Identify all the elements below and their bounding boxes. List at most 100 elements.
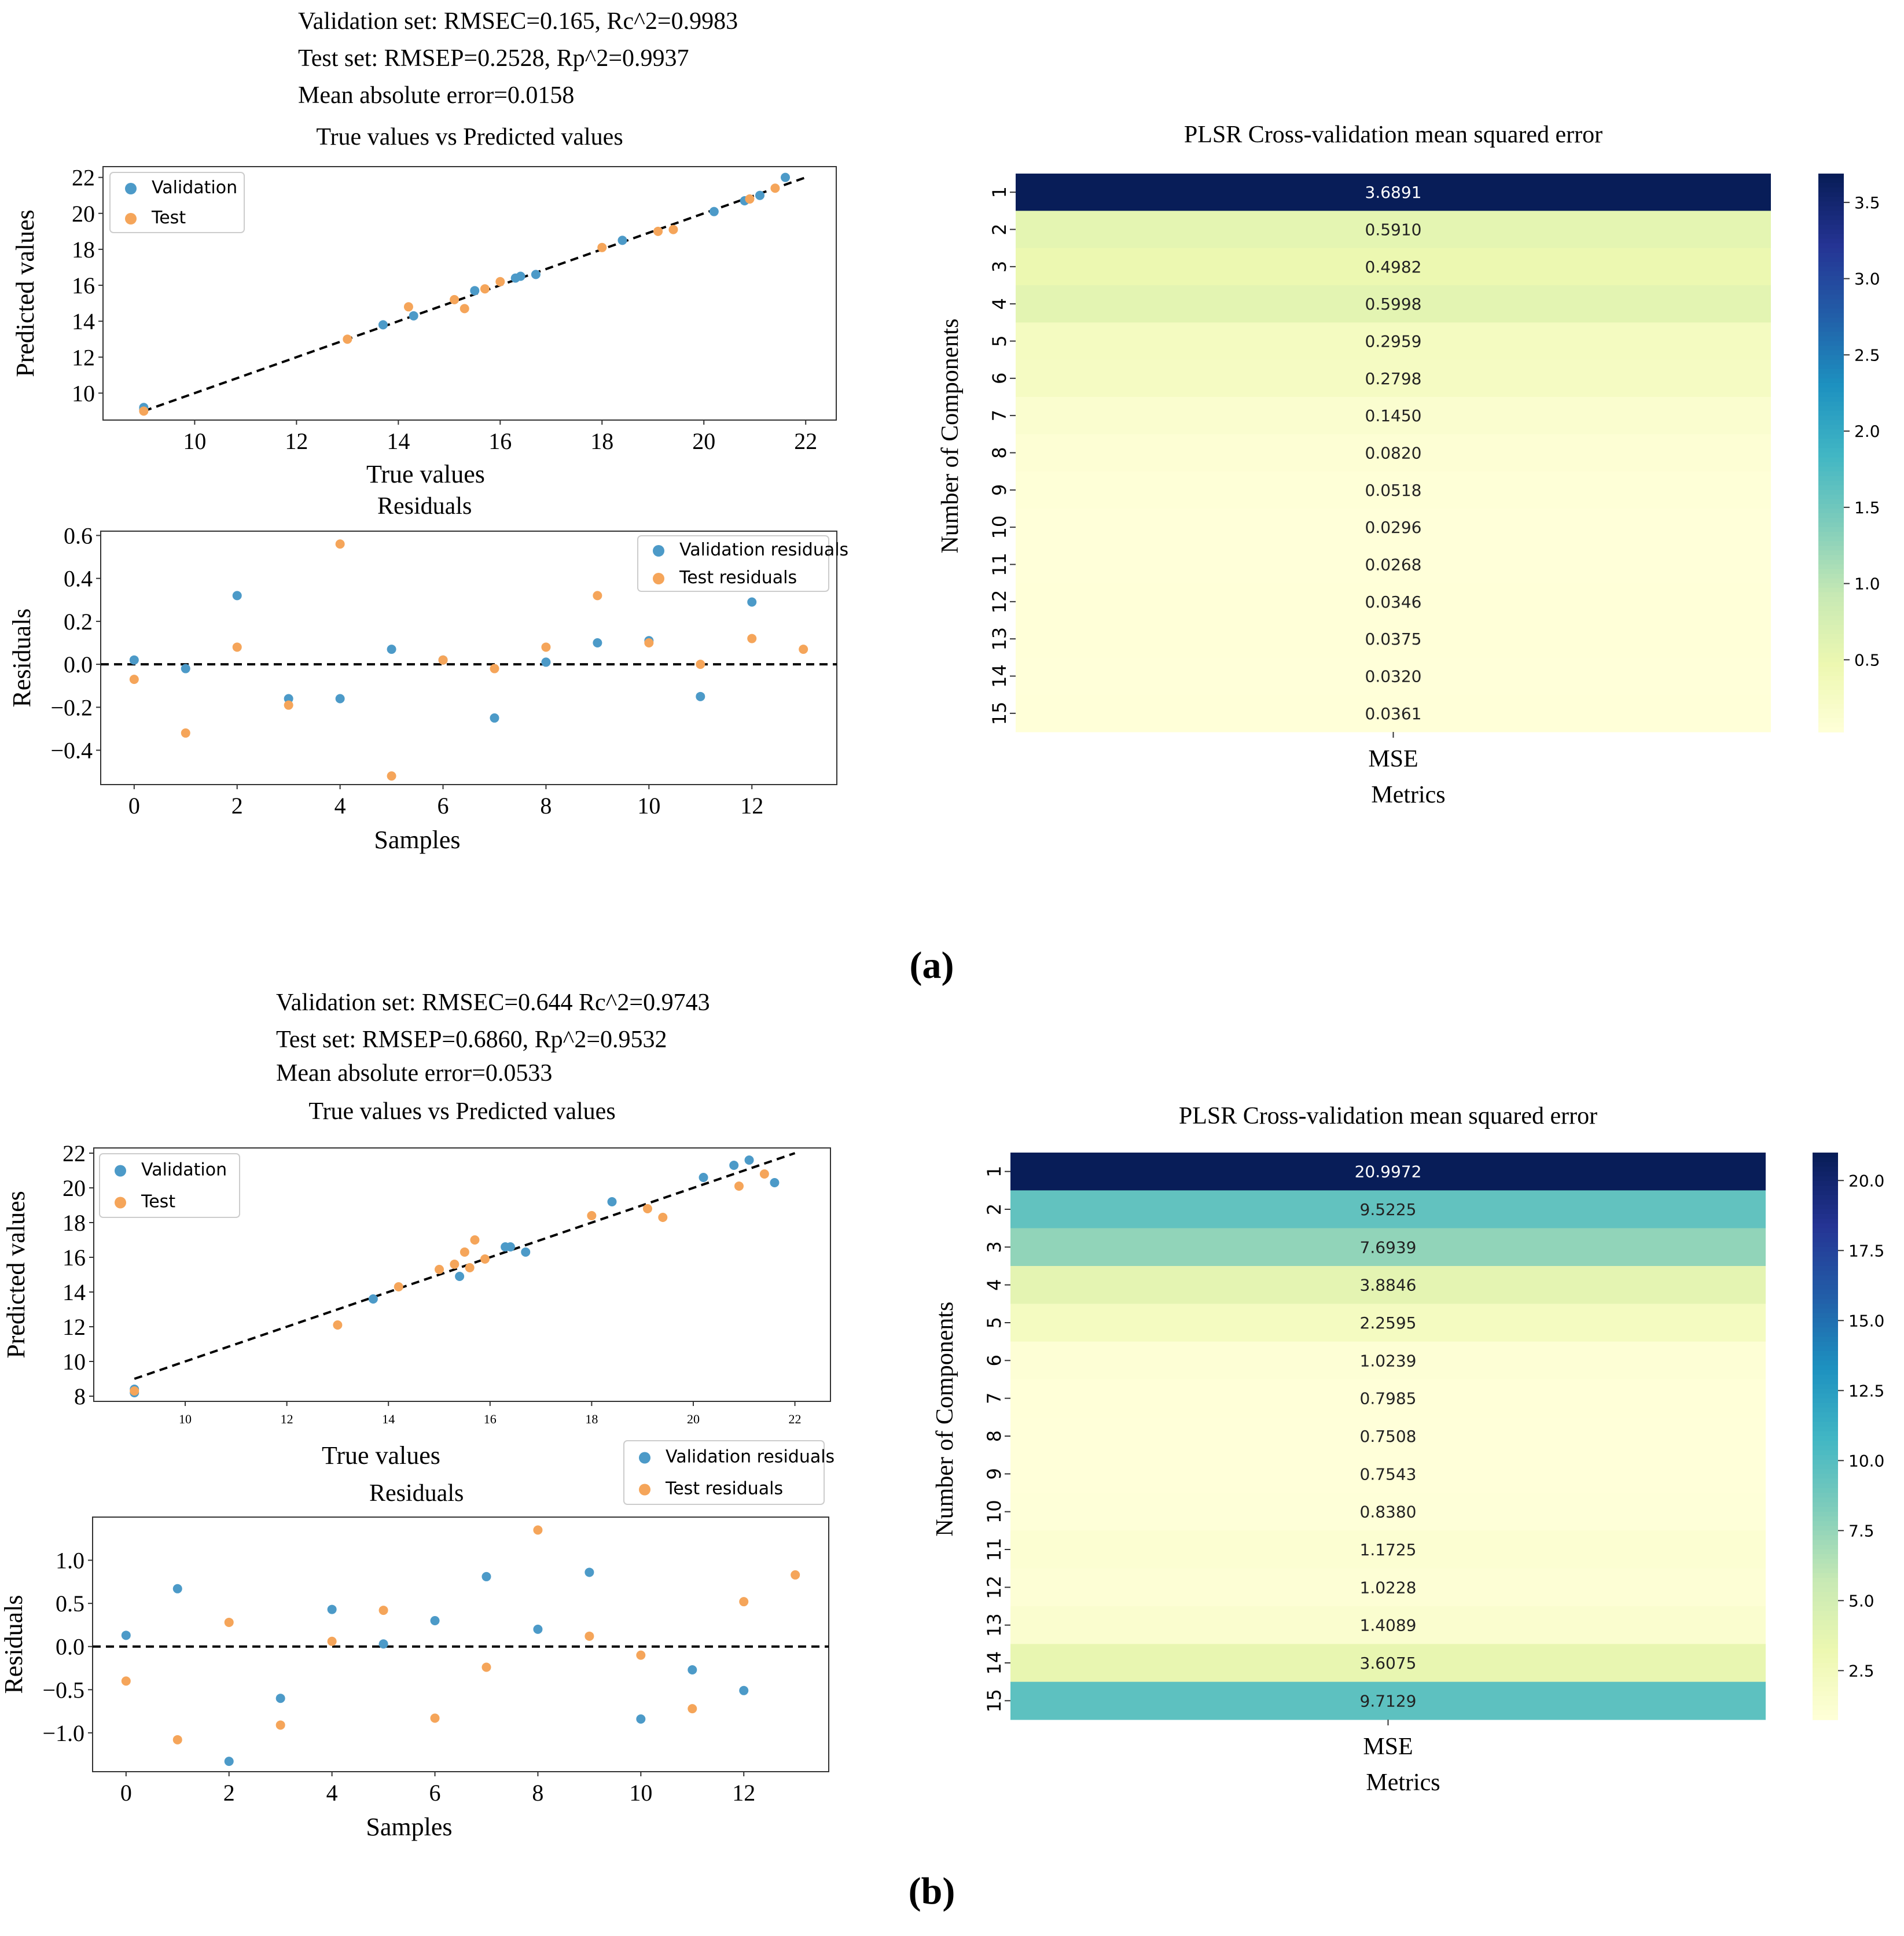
colorbar-segment <box>1813 1284 1838 1290</box>
validation-point <box>781 172 791 182</box>
heatmap-row-label: 15 <box>988 701 1010 725</box>
validation-residual-point <box>593 638 602 648</box>
residuals-xtick-label: 6 <box>438 793 449 819</box>
heatmap-cell <box>1016 546 1771 584</box>
colorbar-segment <box>1813 1658 1838 1663</box>
heatmap-row-label: 11 <box>983 1538 1005 1562</box>
test-point <box>434 1265 444 1274</box>
test-point <box>668 224 678 234</box>
colorbar-segment <box>1813 1549 1838 1555</box>
heatmap-row-label: 11 <box>988 553 1010 576</box>
colorbar-segment <box>1818 197 1844 203</box>
colorbar-segment <box>1813 1275 1838 1281</box>
colorbar-tick-label: 7.5 <box>1848 1521 1874 1540</box>
heatmap-row-label: 1 <box>988 186 1010 198</box>
heatmap-cell <box>1016 509 1771 546</box>
colorbar-segment <box>1818 271 1844 277</box>
scatter-ylabel: Predicted values <box>2 1191 30 1359</box>
colorbar-segment <box>1818 653 1844 658</box>
scatter-legend-label-test: Test <box>151 208 186 228</box>
heatmap-row-label: 5 <box>983 1317 1005 1328</box>
colorbar-segment <box>1813 1544 1838 1550</box>
colorbar-segment <box>1818 601 1844 607</box>
scatter-ytick-label: 12 <box>63 1314 86 1340</box>
colorbar-segment <box>1818 187 1844 193</box>
colorbar-tick-label: 0.5 <box>1854 650 1880 669</box>
colorbar-segment <box>1818 503 1844 509</box>
test-residual-point <box>181 728 190 738</box>
colorbar-segment <box>1813 1516 1838 1522</box>
colorbar-segment <box>1813 1540 1838 1545</box>
scatter-xtick-label: 18 <box>585 1412 598 1426</box>
colorbar-tick-label: 5.0 <box>1848 1591 1874 1610</box>
heatmap-cell-label: 9.7129 <box>1360 1691 1417 1710</box>
colorbar-segment <box>1813 1370 1838 1375</box>
heatmap-column-label: MSE <box>1368 746 1418 772</box>
colorbar-segment <box>1813 1398 1838 1404</box>
heatmap-title: PLSR Cross-validation mean squared error <box>1179 1103 1597 1129</box>
scatter-xlabel: True values <box>366 460 485 488</box>
residuals-legend: Validation residuals Test residuals <box>637 535 848 592</box>
colorbar-segment <box>1818 448 1844 454</box>
colorbar-segment <box>1818 229 1844 235</box>
colorbar-segment <box>1818 615 1844 621</box>
test-residual-point <box>636 1650 646 1660</box>
colorbar-segment <box>1813 1252 1838 1257</box>
colorbar-segment <box>1813 1317 1838 1323</box>
colorbar-segment <box>1813 1639 1838 1645</box>
colorbar-segment <box>1818 708 1844 714</box>
colorbar-segment <box>1813 1238 1838 1243</box>
heatmap-cell-label: 1.0228 <box>1360 1578 1417 1597</box>
colorbar-segment <box>1813 1488 1838 1493</box>
colorbar-segment <box>1813 1559 1838 1565</box>
colorbar-tick-label: 2.0 <box>1854 422 1880 441</box>
scatter-xtick-label: 16 <box>484 1412 497 1426</box>
colorbar-segment <box>1813 1204 1838 1210</box>
colorbar-segment <box>1813 1232 1838 1238</box>
validation-point <box>470 286 480 296</box>
colorbar-segment <box>1818 620 1844 625</box>
heatmap-row-label: 8 <box>988 447 1010 458</box>
colorbar-segment <box>1818 587 1844 593</box>
colorbar-segment <box>1813 1592 1838 1598</box>
colorbar-segment <box>1818 341 1844 347</box>
heatmap-cell-label: 0.1450 <box>1365 406 1422 425</box>
heatmap-cell-label: 3.8846 <box>1360 1276 1417 1295</box>
heatmap-row-label: 3 <box>983 1241 1005 1253</box>
scatter-ylabel: Predicted values <box>11 209 39 377</box>
validation-residual-point <box>129 655 139 665</box>
heatmap-ylabel: Number of Components <box>937 319 964 554</box>
heatmap-cell <box>1016 211 1771 249</box>
colorbar-segment <box>1813 1223 1838 1229</box>
scatter-title: True values vs Predicted values <box>308 1098 615 1125</box>
colorbar-segment <box>1813 1672 1838 1678</box>
heatmap-row-label: 1 <box>983 1165 1005 1177</box>
test-residual-point <box>644 638 654 648</box>
colorbar-segment <box>1813 1341 1838 1347</box>
panel-1-stats: Validation set: RMSEC=0.644 Rc^2=0.9743 T… <box>276 989 710 1087</box>
colorbar-segment <box>1813 1710 1838 1716</box>
colorbar-segment <box>1818 630 1844 635</box>
test-point <box>642 1204 652 1213</box>
test-point <box>139 406 149 416</box>
validation-residual-point <box>688 1665 697 1674</box>
scatter-legend-frame <box>99 1153 240 1218</box>
test-point <box>658 1213 668 1222</box>
colorbar-segment <box>1813 1469 1838 1475</box>
test-residual-point <box>232 642 242 652</box>
test-residual-point <box>585 1631 594 1641</box>
scatter-legend-marker-validation <box>115 1165 126 1177</box>
colorbar-segment <box>1813 1266 1838 1271</box>
colorbar-segment <box>1818 569 1844 575</box>
test-residual-point <box>335 539 345 549</box>
scatter-ytick-label: 20 <box>72 201 95 227</box>
colorbar-segment <box>1813 1714 1838 1720</box>
test-residual-point <box>688 1704 697 1714</box>
validation-point <box>755 190 765 200</box>
colorbar-segment <box>1813 1351 1838 1356</box>
heatmap-row-label: 12 <box>988 590 1010 613</box>
colorbar-segment <box>1813 1426 1838 1432</box>
colorbar-segment <box>1818 606 1844 612</box>
colorbar-segment <box>1813 1521 1838 1526</box>
